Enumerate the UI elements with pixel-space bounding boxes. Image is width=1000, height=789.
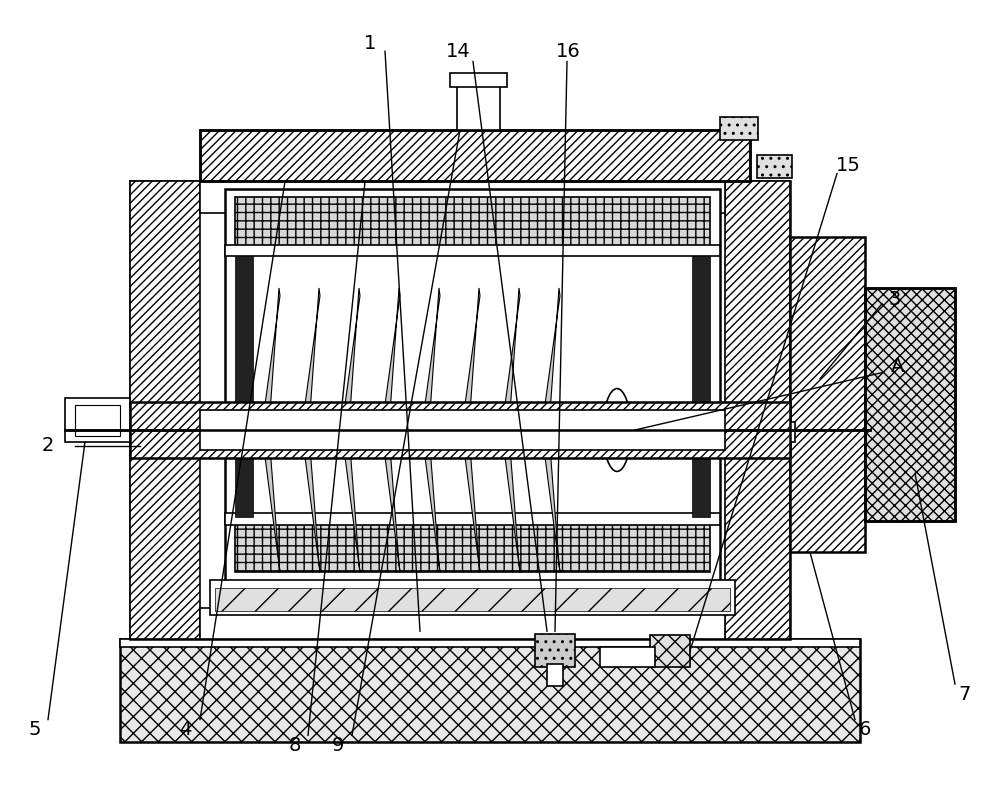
- Bar: [200, 608, 725, 639]
- Polygon shape: [342, 288, 360, 426]
- Bar: [725, 181, 790, 639]
- Text: 15: 15: [836, 156, 860, 175]
- Polygon shape: [542, 288, 560, 426]
- Bar: [720, 117, 758, 140]
- Text: 7: 7: [959, 685, 971, 704]
- Bar: [65, 398, 130, 442]
- Text: 9: 9: [332, 736, 344, 755]
- Bar: [235, 256, 253, 517]
- Bar: [225, 189, 720, 584]
- Text: 5: 5: [29, 720, 41, 739]
- Bar: [225, 245, 720, 256]
- Polygon shape: [422, 288, 440, 426]
- Ellipse shape: [603, 389, 631, 472]
- Text: 1: 1: [364, 34, 376, 53]
- Bar: [130, 181, 200, 639]
- Text: 4: 4: [179, 720, 191, 739]
- Polygon shape: [302, 288, 320, 426]
- Bar: [130, 402, 790, 458]
- Bar: [130, 181, 790, 639]
- Polygon shape: [382, 434, 400, 572]
- Bar: [865, 288, 955, 521]
- Text: 8: 8: [289, 736, 301, 755]
- Bar: [200, 410, 725, 450]
- Bar: [457, 79, 500, 130]
- Bar: [600, 647, 655, 667]
- Bar: [215, 588, 730, 611]
- Text: 3: 3: [889, 290, 901, 309]
- Bar: [200, 130, 750, 181]
- Text: 2: 2: [42, 436, 54, 455]
- Bar: [75, 405, 120, 436]
- Polygon shape: [342, 434, 360, 572]
- Bar: [757, 155, 792, 178]
- Bar: [120, 639, 860, 647]
- Text: 16: 16: [556, 42, 580, 61]
- Bar: [865, 288, 955, 521]
- Bar: [200, 181, 725, 213]
- Bar: [235, 521, 710, 572]
- Polygon shape: [502, 288, 520, 426]
- Polygon shape: [542, 434, 560, 572]
- Polygon shape: [382, 288, 400, 426]
- Polygon shape: [262, 434, 280, 572]
- Bar: [120, 639, 860, 742]
- Text: A: A: [891, 357, 905, 376]
- Bar: [235, 197, 710, 249]
- Bar: [547, 664, 563, 686]
- Bar: [692, 256, 710, 517]
- Polygon shape: [502, 434, 520, 572]
- Polygon shape: [262, 288, 280, 426]
- Bar: [535, 634, 575, 667]
- Bar: [225, 513, 720, 525]
- Bar: [650, 635, 690, 667]
- Bar: [780, 422, 795, 442]
- Polygon shape: [462, 434, 480, 572]
- Bar: [450, 73, 507, 87]
- Polygon shape: [302, 434, 320, 572]
- Bar: [790, 237, 865, 552]
- Bar: [210, 580, 735, 615]
- Polygon shape: [422, 434, 440, 572]
- Text: 14: 14: [446, 42, 470, 61]
- Text: 6: 6: [859, 720, 871, 739]
- Polygon shape: [462, 288, 480, 426]
- Bar: [200, 130, 750, 181]
